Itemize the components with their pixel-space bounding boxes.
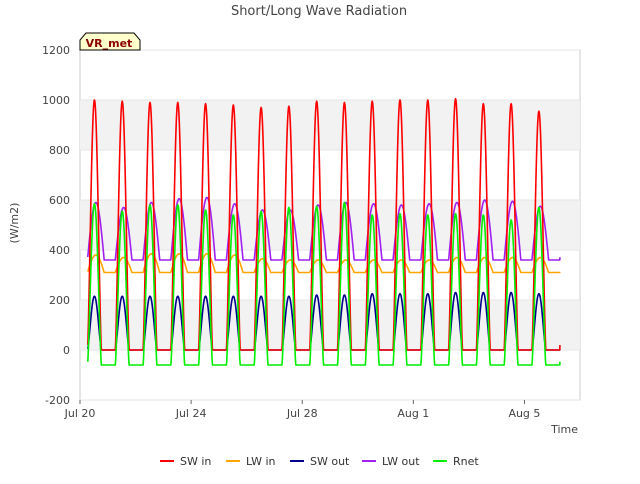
x-tick-label: Aug 5 (508, 407, 540, 420)
station-label: VR_met (86, 37, 133, 50)
y-tick-label: 0 (63, 344, 70, 357)
y-axis-label: (W/m2) (8, 203, 21, 244)
legend: SW in LW in SW out LW out Rnet (160, 455, 479, 468)
series-line-sw-in (86, 97, 561, 351)
x-tick-label: Jul 24 (175, 407, 207, 420)
chart-title: Short/Long Wave Radiation (231, 4, 407, 19)
x-axis-label: Time (550, 423, 578, 436)
x-tick-label: Jul 20 (64, 407, 96, 420)
x-tick-label: Jul 28 (286, 407, 318, 420)
series-line-lw-in (87, 252, 561, 274)
y-tick-label: 1200 (42, 44, 70, 57)
y-tick-label: 200 (49, 294, 70, 307)
legend-label: SW in (180, 455, 211, 468)
y-tick-label: 600 (49, 194, 70, 207)
y-tick-label: -200 (45, 394, 70, 407)
station-label-box (79, 32, 141, 51)
series-line-rnet (86, 201, 561, 366)
grid-band (80, 300, 580, 350)
y-tick-label: 1000 (42, 94, 70, 107)
legend-label: Rnet (453, 455, 479, 468)
y-tick-label: 800 (49, 144, 70, 157)
legend-label: SW out (310, 455, 350, 468)
y-tick-label: 400 (49, 244, 70, 257)
x-tick-label: Aug 1 (397, 407, 429, 420)
legend-label: LW out (382, 455, 420, 468)
legend-label: LW in (246, 455, 276, 468)
series-line-lw-out (86, 196, 561, 261)
grid-band (80, 100, 580, 150)
grid-band (80, 200, 580, 250)
